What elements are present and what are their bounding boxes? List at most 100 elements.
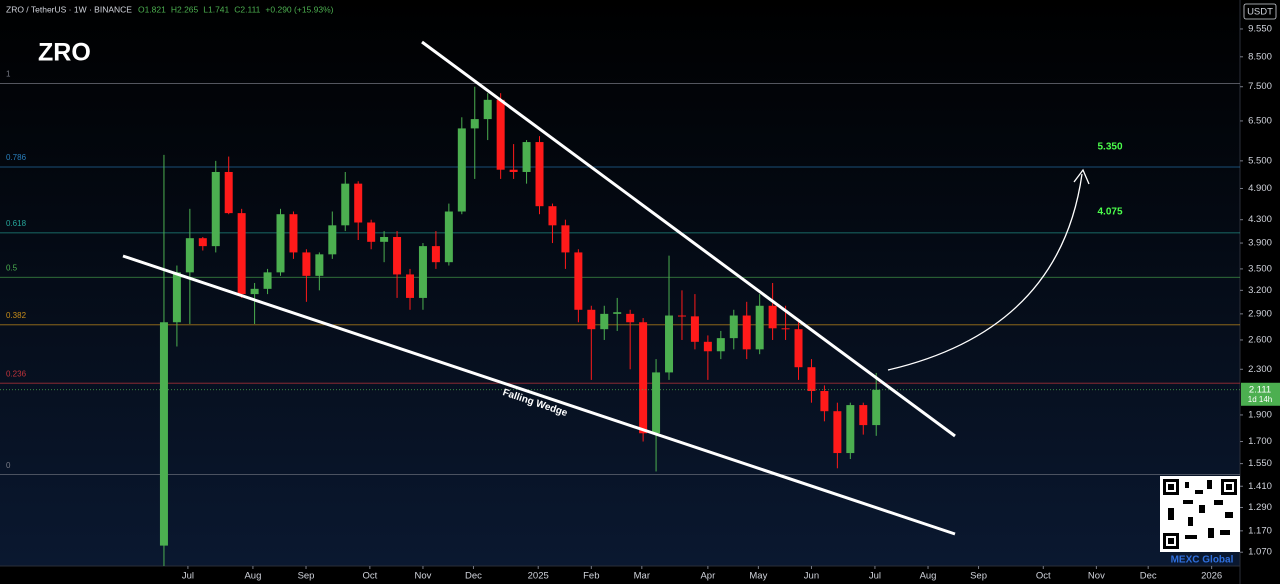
candle-body	[665, 315, 674, 373]
candle-body	[341, 183, 350, 226]
fib-label: 0.236	[6, 369, 27, 378]
candle-body	[561, 225, 570, 253]
fib-label: 0.786	[6, 153, 27, 162]
candle-body	[846, 405, 855, 454]
candle-body	[574, 252, 583, 310]
y-tick-label: 2.600	[1248, 334, 1272, 345]
x-tick-label: 2026	[1201, 571, 1222, 582]
candle-body	[276, 214, 285, 273]
candle-body	[302, 252, 311, 276]
candle-body	[742, 315, 751, 350]
legend-value: +0.290 (+15.93%)	[265, 4, 333, 14]
candle-body	[289, 214, 298, 253]
price-axis-background	[1240, 0, 1280, 584]
fib-label: 0.5	[6, 263, 18, 272]
y-tick-label: 3.900	[1248, 238, 1272, 249]
x-tick-label: Nov	[1088, 571, 1105, 582]
countdown-label: 1d 14h	[1248, 395, 1272, 404]
legend-value: C2.111	[234, 4, 260, 14]
y-tick-label: 1.700	[1248, 436, 1272, 447]
wedge-lower-line	[122, 254, 956, 536]
candle-body	[807, 367, 816, 392]
candle-body	[833, 411, 842, 454]
x-tick-label: Oct	[362, 571, 377, 582]
candle-body	[587, 309, 596, 330]
y-tick-label: 1.070	[1248, 547, 1272, 558]
candle-body	[600, 313, 609, 330]
candle-body	[211, 171, 220, 247]
chart-title: ZRO	[38, 39, 91, 67]
x-tick-label: Sep	[970, 571, 987, 582]
candle-body	[444, 211, 453, 263]
candle-body	[781, 328, 790, 330]
candle-body	[626, 313, 635, 323]
candle-body	[652, 372, 661, 434]
legend-value: O1.821	[138, 4, 166, 14]
candle-body	[250, 288, 259, 295]
y-tick-label: 2.300	[1248, 364, 1272, 375]
candles	[0, 86, 1240, 566]
candle-body	[716, 338, 725, 352]
y-tick-label: 1.170	[1248, 525, 1272, 536]
candle-body	[820, 391, 829, 412]
y-tick-label: 7.500	[1248, 81, 1272, 92]
candle-body	[406, 274, 415, 298]
x-tick-label: Jun	[804, 571, 819, 582]
legend-values: O1.821 H2.265 L1.741 C2.111 +0.290 (+15.93%)	[138, 4, 334, 14]
currency-box[interactable]	[1243, 3, 1277, 20]
candle-body	[198, 238, 207, 247]
y-tick-label: 3.500	[1248, 263, 1272, 274]
x-tick-label: Aug	[920, 571, 937, 582]
arrow-head	[1073, 168, 1090, 185]
y-tick-label: 8.500	[1248, 51, 1272, 62]
y-tick-label: 4.300	[1248, 214, 1272, 225]
candle-body	[522, 142, 531, 172]
candle-body	[548, 206, 557, 226]
candle-body	[509, 169, 518, 172]
candle-body	[224, 171, 233, 214]
x-tick-label: Feb	[583, 571, 599, 582]
qr-code	[1160, 476, 1240, 552]
candle-body	[859, 405, 868, 426]
projection-arrow	[887, 173, 1083, 371]
legend-value: H2.265	[171, 4, 199, 14]
candle-body	[729, 315, 738, 339]
y-tick-label: 9.550	[1248, 23, 1272, 34]
x-tick-label: Dec	[465, 571, 482, 582]
fib-label: 0.618	[6, 219, 27, 228]
candle-body	[483, 99, 492, 120]
x-tick-label: Oct	[1036, 571, 1051, 582]
y-tick-label: 1.290	[1248, 502, 1272, 513]
candle-body	[690, 316, 699, 342]
legend-value: L1.741	[203, 4, 229, 14]
watermark: MEXC Global	[1171, 555, 1234, 566]
x-tick-label: Jul	[182, 571, 194, 582]
x-tick-label: Dec	[1140, 571, 1157, 582]
candle-body	[172, 272, 181, 323]
y-tick-label: 1.410	[1248, 481, 1272, 492]
axes: 9.550 8.500 7.500 6.500 5.500 4.900 4.300 3.900…	[182, 23, 1280, 582]
candle-body	[470, 119, 479, 129]
candle-body	[354, 183, 363, 223]
x-tick-label: Nov	[415, 571, 432, 582]
candle-body	[755, 305, 764, 350]
y-tick-label: 2.900	[1248, 308, 1272, 319]
candle-body	[431, 246, 440, 263]
fib-label: 0	[6, 461, 11, 470]
candle-body	[535, 142, 544, 207]
candle-body	[496, 99, 505, 170]
x-tick-label: Sep	[298, 571, 315, 582]
candle-body	[457, 128, 466, 212]
fib-levels: 1 0.786 0.618 0.5 0.382 0.236 0	[0, 70, 1240, 476]
candle-body	[315, 254, 324, 276]
candle-body	[794, 329, 803, 368]
candle-body	[418, 246, 427, 298]
candle-body	[367, 222, 376, 242]
candle-body	[393, 236, 402, 275]
candle-body	[703, 341, 712, 352]
candle-body	[263, 272, 272, 289]
candle-body	[380, 236, 389, 242]
last-price-label: 2.111	[1249, 384, 1271, 395]
y-tick-label: 3.200	[1248, 285, 1272, 296]
